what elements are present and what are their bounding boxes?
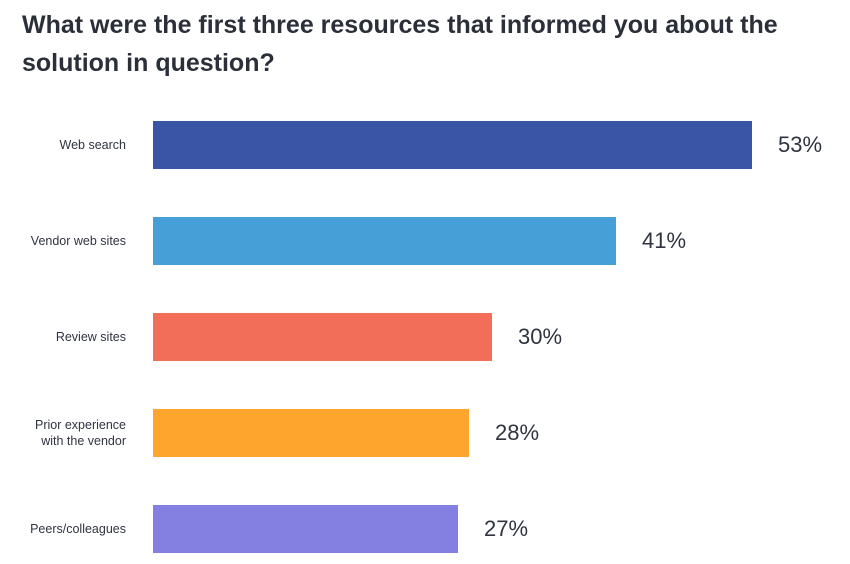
bar-row: Web search 53% — [0, 121, 850, 169]
bar — [153, 121, 752, 169]
bar — [153, 313, 492, 361]
value-label: 28% — [495, 420, 540, 445]
value-label: 41% — [642, 228, 687, 253]
category-label: Peers/colleagues — [30, 522, 126, 536]
category-label: Review sites — [55, 330, 126, 344]
bar — [153, 217, 616, 265]
category-label: Vendor web sites — [30, 234, 126, 248]
value-label: 27% — [484, 516, 529, 541]
bar — [153, 409, 469, 457]
category-label: Prior experience with the vendor — [34, 418, 126, 448]
bar — [153, 505, 458, 553]
category-label: Web search — [59, 138, 126, 152]
bar-row: Review sites 30% — [0, 313, 850, 361]
bar-row: Prior experience with the vendor 28% — [0, 409, 850, 457]
chart-title: What were the first three resources that… — [22, 11, 778, 77]
value-label: 53% — [778, 132, 823, 157]
bar-row: Vendor web sites 41% — [0, 217, 850, 265]
bar-row: Peers/colleagues 27% — [0, 505, 850, 553]
value-label: 30% — [518, 324, 563, 349]
